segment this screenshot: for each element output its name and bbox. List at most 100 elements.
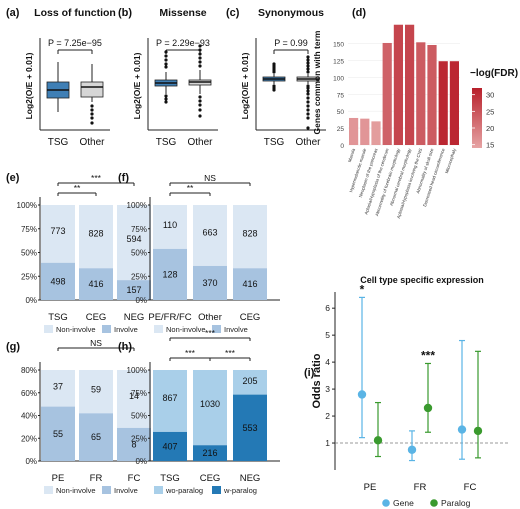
legend-swatch-i [382, 499, 390, 507]
x-tick-label-i: PE [364, 482, 377, 493]
bar-segment-e-Involve [79, 268, 113, 300]
bar-segment-f-Involve [233, 268, 267, 300]
bar-value-label-f: 110 [163, 220, 177, 230]
outlier-point-c [306, 116, 310, 120]
x-tick-label-f: Other [198, 312, 222, 323]
bar-segment-g-Non-involve [41, 370, 75, 407]
y-tick-label-h: 50% [131, 412, 147, 421]
significance-label-e: ** [74, 183, 81, 193]
pvalue-label-b: P = 2.29e−93 [156, 38, 210, 48]
bar-segment-h-w-paralog [153, 431, 187, 461]
y-tick-label-h: 75% [131, 389, 147, 398]
bar-segment-f-Involve [153, 248, 187, 300]
y-axis-label-b: Log2(O/E + 0.01) [132, 52, 142, 119]
significance-label-h: *** [205, 328, 216, 338]
pvalue-label-c: P = 0.99 [274, 38, 308, 48]
bar-segment-e-Involve [117, 280, 151, 300]
outlier-point-b [164, 65, 168, 69]
bar-segment-g-Non-involve [79, 370, 113, 414]
y-tick-label-h: 25% [131, 434, 147, 443]
pvalue-label-a: P = 7.25e−95 [48, 38, 102, 48]
outlier-point-c [306, 100, 310, 104]
x-tick-label-g: FR [90, 473, 103, 484]
y-tick-label-e: 50% [21, 249, 37, 258]
outlier-point-c [306, 104, 310, 108]
y-tick-label-d: 75 [337, 92, 345, 99]
legend-swatch-h [212, 486, 221, 494]
y-tick-label-e: 0% [25, 296, 37, 305]
box-a-Other [80, 81, 104, 98]
point-Paralog-PE [373, 436, 383, 445]
x-tick-label-e: NEG [124, 312, 145, 323]
significance-label-i: * [360, 282, 365, 296]
y-tick-label-e: 75% [21, 225, 37, 234]
legend-tick-label-d: 25 [486, 107, 494, 116]
outlier-point-c [306, 55, 310, 59]
legend-label-i: Gene [393, 498, 414, 508]
bar-segment-h-wo-paralog [193, 370, 227, 446]
bar-segment-h-w-paralog [233, 394, 267, 461]
legend-label-e: Involve [114, 325, 138, 334]
bar-value-label-h: 205 [242, 376, 257, 386]
panel-label-b: (b) [118, 7, 132, 19]
y-tick-label-g: 60% [21, 389, 37, 398]
bar-value-label-g: 65 [91, 432, 101, 442]
y-tick-label-d: 25 [337, 126, 345, 133]
x-tick-label-d: Microcephaly [444, 147, 457, 174]
x-tick-label-c: Other [295, 137, 321, 148]
bar-d [427, 45, 437, 145]
x-tick-label-i: FC [464, 482, 477, 493]
significance-label-i: *** [421, 348, 435, 362]
x-tick-label-g: PE [52, 473, 65, 484]
outlier-point-b [198, 99, 202, 103]
outlier-point-c [306, 86, 310, 90]
y-tick-label-d: 50 [337, 109, 345, 116]
outlier-point-c [306, 64, 310, 68]
y-tick-label-f: 50% [131, 249, 147, 258]
x-tick-label-c: TSG [264, 137, 285, 148]
x-tick-label-i: FR [414, 482, 427, 493]
bar-value-label-g: 59 [91, 384, 101, 394]
outlier-point-b [198, 64, 202, 68]
outlier-point-a [90, 104, 94, 108]
outlier-point-b [198, 103, 202, 107]
bar-segment-f-Involve [193, 265, 227, 300]
x-tick-label-f: PE/FR/FC [148, 312, 191, 323]
bar-value-label-f: 828 [242, 228, 257, 238]
y-tick-label-h: 0% [135, 457, 147, 466]
panel-label-i: (i) [304, 367, 315, 379]
bar-segment-h-w-paralog [193, 445, 227, 461]
bar-segment-f-Non-involve [233, 205, 267, 269]
y-axis-label-i: Odds ratio [311, 353, 323, 408]
legend-swatch-f [154, 325, 163, 333]
y-axis-label-d: Genes common with term [312, 30, 322, 134]
y-tick-label-e: 25% [21, 272, 37, 281]
bar-value-label-f: 370 [202, 278, 217, 288]
panel-label-g: (g) [6, 341, 20, 353]
legend-swatch-f [212, 325, 221, 333]
legend-label-h: wo-paralog [165, 486, 203, 495]
legend-tick-label-d: 20 [486, 124, 494, 133]
bar-value-label-h: 1030 [200, 399, 220, 409]
outlier-point-b [164, 100, 168, 104]
y-tick-label-i: 3 [325, 384, 330, 394]
point-Paralog-FC [473, 426, 483, 436]
y-tick-label-i: 4 [325, 357, 330, 367]
outlier-point-c [306, 67, 310, 71]
bar-value-label-h: 216 [202, 448, 217, 458]
y-tick-label-d: 0 [340, 143, 344, 150]
bar-segment-g-Involve [79, 413, 113, 461]
bar-value-label-g: 14 [129, 391, 139, 401]
legend-label-e: Non-involve [56, 325, 96, 334]
outlier-point-c [306, 108, 310, 112]
bar-value-label-f: 663 [202, 227, 217, 237]
panel-label-e: (e) [6, 172, 20, 184]
bar-d [438, 61, 448, 145]
legend-label-g: Involve [114, 486, 138, 495]
bar-value-label-e: 828 [88, 228, 103, 238]
bar-value-label-e: 157 [126, 285, 141, 295]
bar-value-label-e: 416 [88, 279, 103, 289]
outlier-point-b [164, 97, 168, 101]
panel-label-c: (c) [226, 7, 240, 19]
